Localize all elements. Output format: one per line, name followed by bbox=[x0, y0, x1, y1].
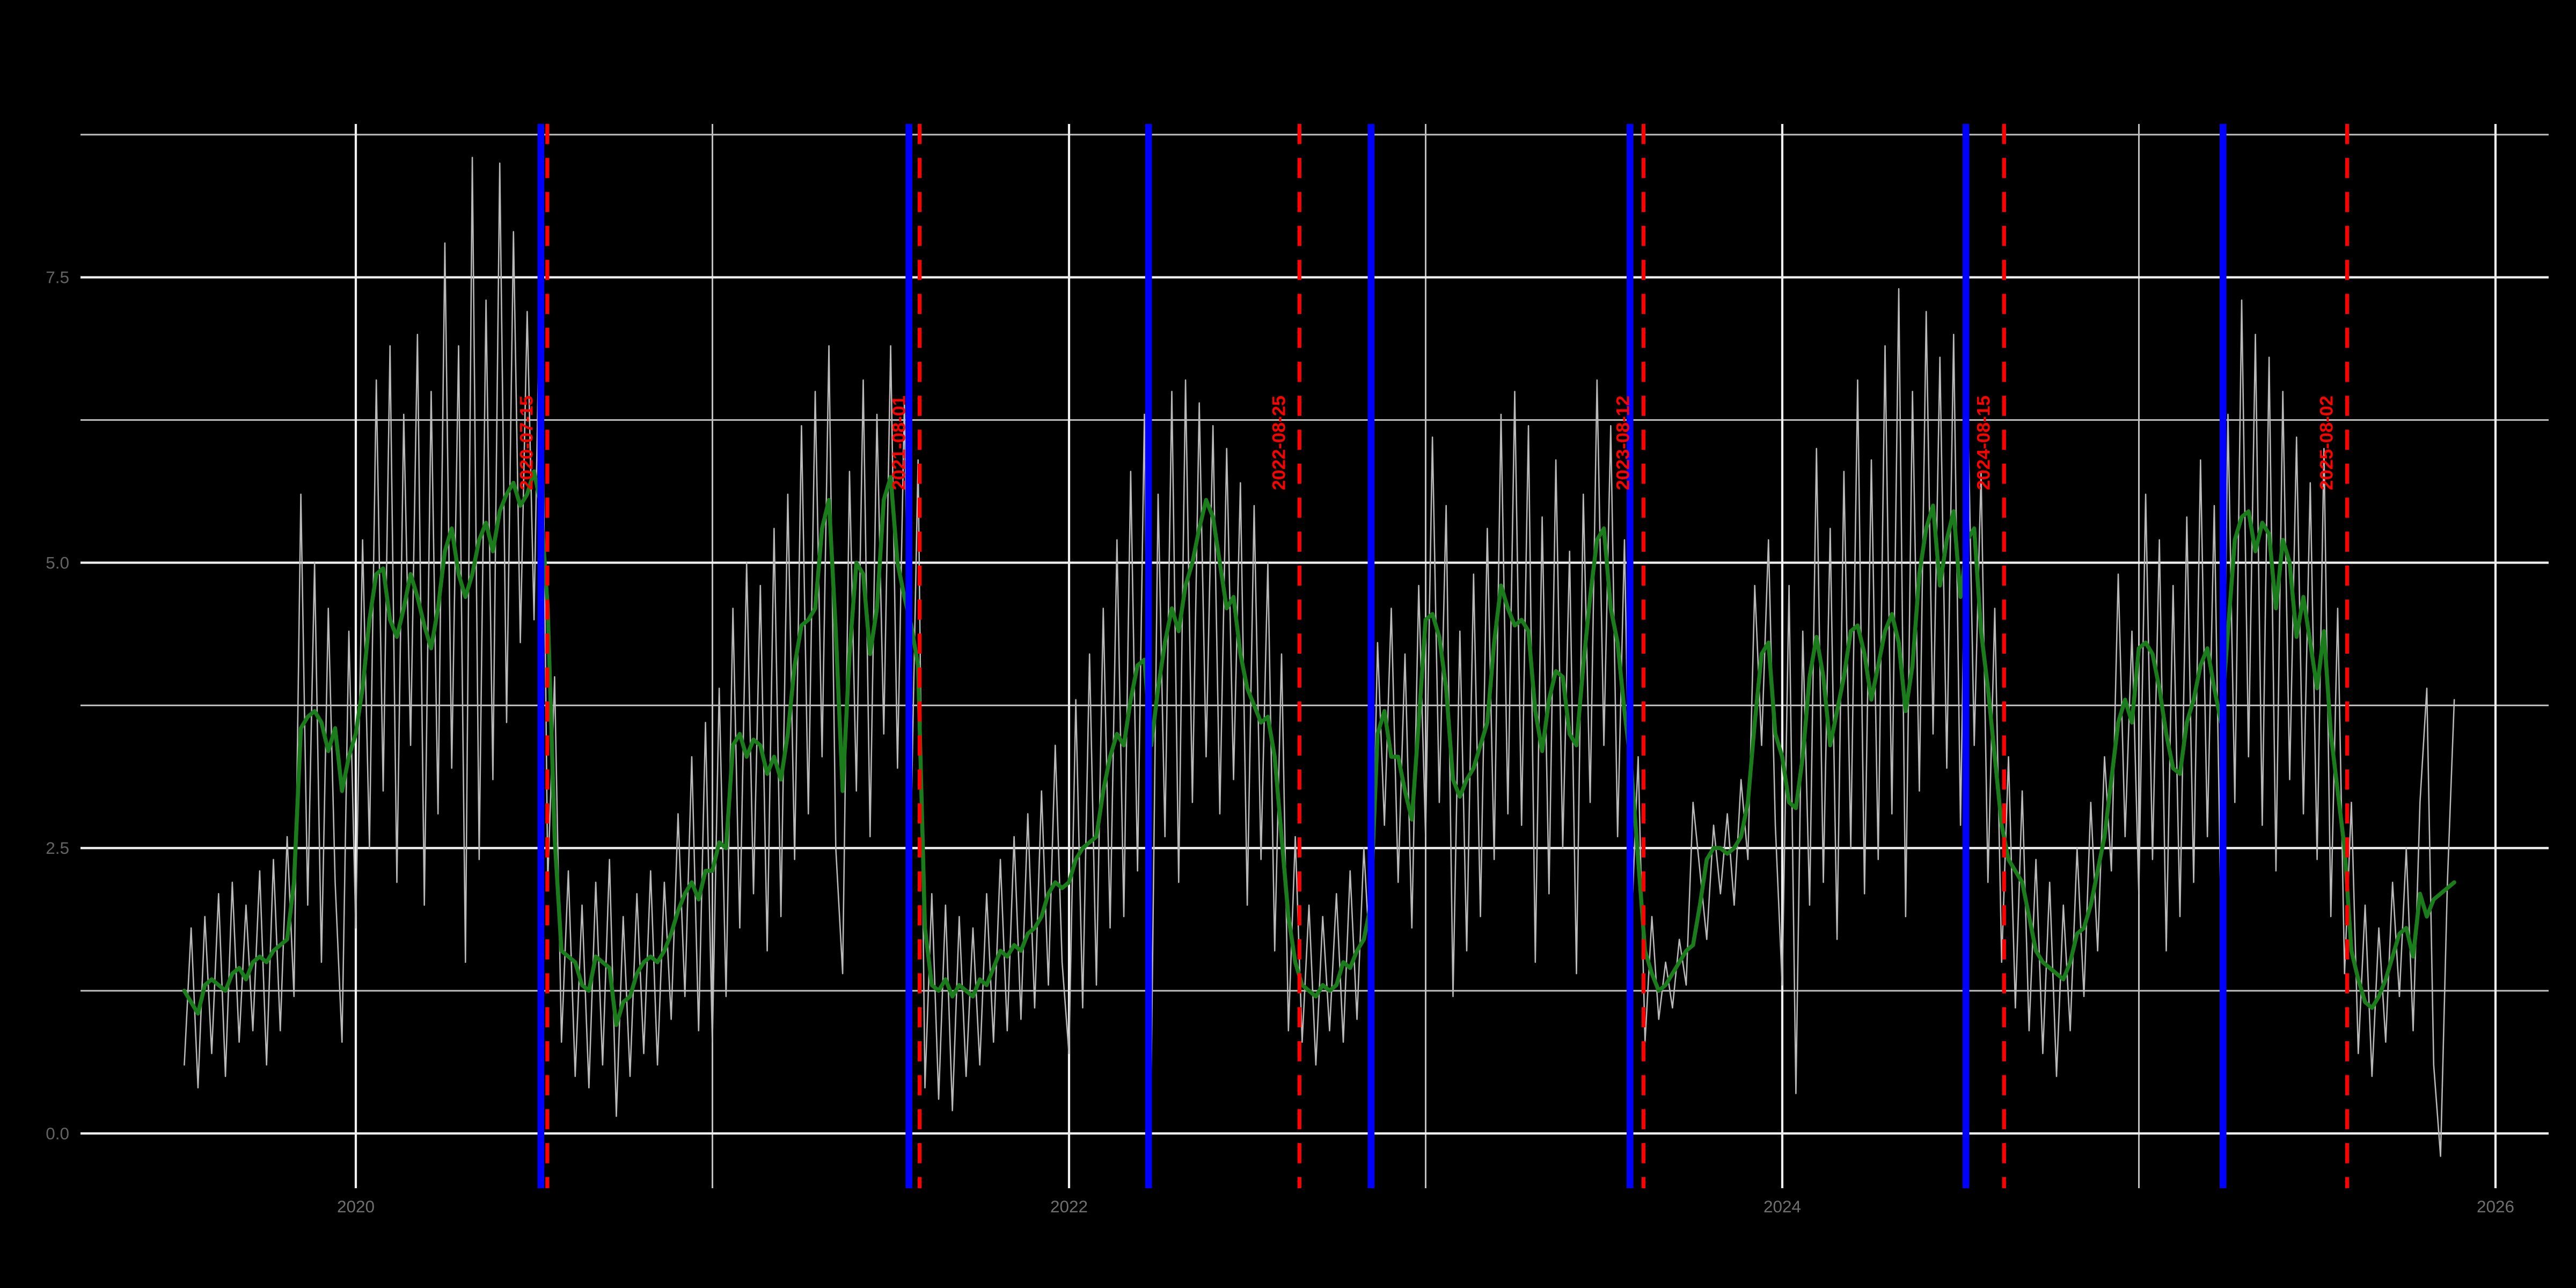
event-date-labels: 2020-07-15 2021-08-01 2022-08-25 2023-08-12… bbox=[517, 396, 2337, 490]
data-series bbox=[182, 157, 2456, 1157]
y-tick-label: 0.0 bbox=[46, 1124, 69, 1143]
event-date-label: 2020-07-15 bbox=[517, 396, 537, 490]
event-date-label: 2023-08-12 bbox=[1613, 396, 1633, 490]
x-tick-label: 2024 bbox=[1763, 1197, 1801, 1216]
y-axis-tick-labels: 0.0 2.5 5.0 7.5 bbox=[46, 267, 69, 1143]
event-lines-blue bbox=[537, 124, 2227, 1188]
smoothed-trend-line bbox=[182, 469, 2456, 1027]
event-date-label: 2022-08-25 bbox=[1269, 396, 1289, 490]
event-lines-red bbox=[545, 124, 2350, 1188]
gridlines-major bbox=[80, 124, 2549, 1188]
x-tick-label: 2026 bbox=[2477, 1197, 2514, 1216]
event-date-label: 2024-08-15 bbox=[1973, 396, 1994, 490]
y-tick-label: 5.0 bbox=[46, 553, 69, 572]
x-axis-tick-labels: 2020 2022 2024 2026 bbox=[337, 1197, 2514, 1216]
x-tick-label: 2020 bbox=[337, 1197, 375, 1216]
y-tick-label: 2.5 bbox=[46, 838, 69, 858]
event-date-label: 2025-08-02 bbox=[2317, 396, 2337, 490]
x-tick-label: 2022 bbox=[1050, 1197, 1088, 1216]
event-date-label: 2021-08-01 bbox=[889, 396, 910, 490]
y-tick-label: 7.5 bbox=[46, 267, 69, 287]
